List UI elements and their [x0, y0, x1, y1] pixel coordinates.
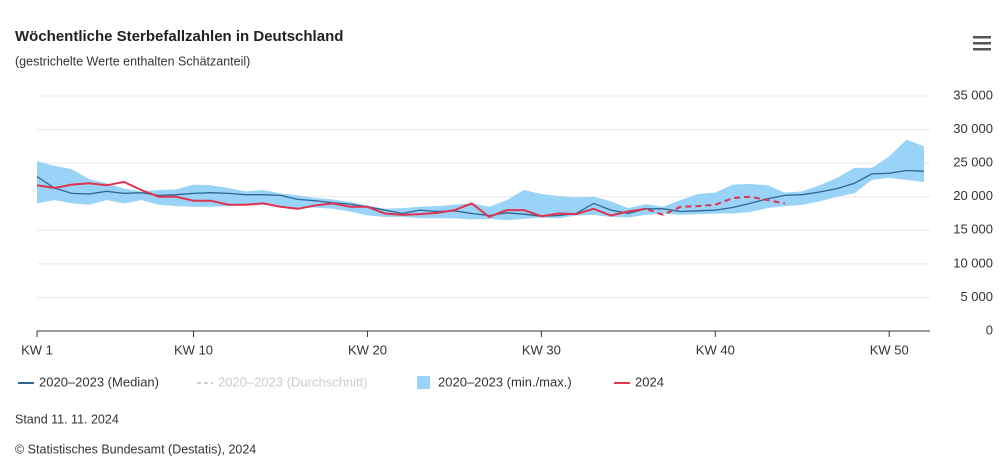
- chart-subtitle: (gestrichelte Werte enthalten Schätzante…: [15, 54, 250, 68]
- y-tick-label: 0: [986, 322, 993, 337]
- x-tick-label: KW 1: [21, 342, 53, 357]
- y-tick-label: 15 000: [953, 222, 993, 237]
- x-tick-label: KW 40: [696, 342, 735, 357]
- legend-swatch: [417, 376, 430, 389]
- y-tick-label: 35 000: [953, 87, 993, 102]
- y-tick-label: 5 000: [960, 289, 993, 304]
- y-tick-label: 10 000: [953, 255, 993, 270]
- y-tick-label: 25 000: [953, 155, 993, 170]
- stand-note: Stand 11. 11. 2024: [15, 412, 119, 426]
- line-2024: [36, 180, 646, 218]
- y-tick-label: 30 000: [953, 121, 993, 136]
- legend-label: 2024: [635, 374, 664, 389]
- menu-icon[interactable]: [973, 36, 991, 51]
- source-note: © Statistisches Bundesamt (Destatis), 20…: [15, 442, 256, 456]
- legend-label: 2020–2023 (Durchschnitt): [218, 374, 368, 389]
- legend-label: 2020–2023 (Median): [39, 374, 159, 389]
- min-max-band: [37, 139, 924, 221]
- menu-bar[interactable]: [973, 48, 991, 51]
- x-tick-label: KW 50: [870, 342, 909, 357]
- x-tick-label: KW 20: [348, 342, 387, 357]
- menu-bar[interactable]: [973, 42, 991, 45]
- line-2024-estimated: [645, 195, 786, 216]
- menu-bar[interactable]: [973, 36, 991, 39]
- chart-title: Wöchentliche Sterbefallzahlen in Deutsch…: [15, 28, 343, 45]
- y-tick-label: 20 000: [953, 188, 993, 203]
- x-tick-label: KW 30: [522, 342, 561, 357]
- legend-label: 2020–2023 (min./max.): [438, 374, 572, 389]
- median-line: [36, 169, 925, 217]
- x-tick-label: KW 10: [174, 342, 213, 357]
